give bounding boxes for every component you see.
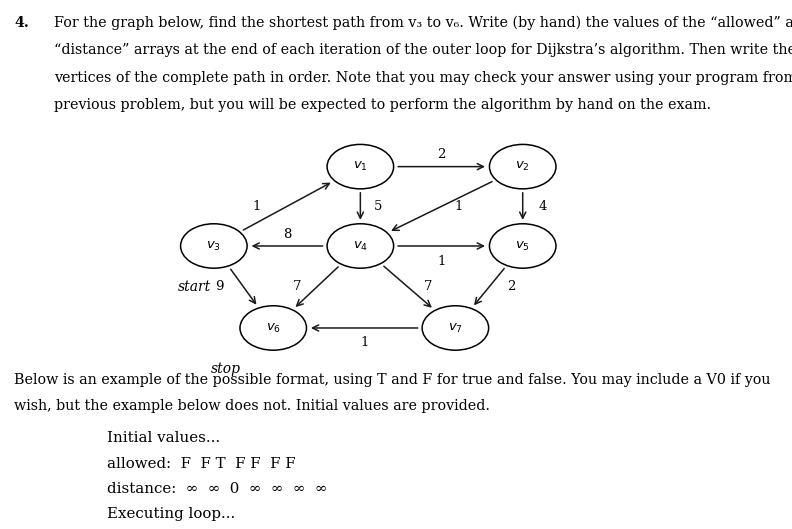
- Text: 1: 1: [253, 200, 261, 213]
- Text: stop: stop: [211, 362, 241, 376]
- Circle shape: [489, 224, 556, 268]
- Text: 8: 8: [283, 228, 291, 241]
- Text: $v_{6}$: $v_{6}$: [265, 322, 281, 334]
- Text: 2: 2: [437, 149, 446, 161]
- Text: distance:  ∞  ∞  0  ∞  ∞  ∞  ∞: distance: ∞ ∞ 0 ∞ ∞ ∞ ∞: [107, 482, 327, 496]
- Text: 9: 9: [215, 280, 224, 294]
- Text: 1: 1: [360, 336, 368, 349]
- Text: $v_{7}$: $v_{7}$: [448, 322, 463, 334]
- Text: Initial values...: Initial values...: [107, 431, 220, 445]
- Text: start: start: [177, 280, 211, 294]
- Text: 2: 2: [507, 280, 516, 294]
- Text: $v_{4}$: $v_{4}$: [352, 240, 368, 252]
- Text: 1: 1: [437, 256, 446, 268]
- Text: 7: 7: [293, 280, 301, 294]
- Text: $v_{5}$: $v_{5}$: [516, 240, 530, 252]
- Text: 5: 5: [374, 200, 382, 213]
- Circle shape: [489, 144, 556, 189]
- Text: 1: 1: [455, 200, 463, 213]
- Text: $v_{3}$: $v_{3}$: [207, 240, 221, 252]
- Text: 4: 4: [539, 200, 546, 213]
- Circle shape: [327, 144, 394, 189]
- Text: $v_{1}$: $v_{1}$: [353, 160, 367, 173]
- Circle shape: [240, 306, 307, 350]
- Text: $v_{2}$: $v_{2}$: [516, 160, 530, 173]
- Text: “distance” arrays at the end of each iteration of the outer loop for Dijkstra’s : “distance” arrays at the end of each ite…: [54, 43, 792, 57]
- Text: vertices of the complete path in order. Note that you may check your answer usin: vertices of the complete path in order. …: [54, 71, 792, 85]
- Text: allowed:  F  F T  F F  F F: allowed: F F T F F F F: [107, 457, 295, 470]
- Text: Executing loop...: Executing loop...: [107, 507, 235, 521]
- Text: Below is an example of the possible format, using T and F for true and false. Yo: Below is an example of the possible form…: [14, 373, 771, 387]
- Text: wish, but the example below does not. Initial values are provided.: wish, but the example below does not. In…: [14, 399, 490, 413]
- Text: For the graph below, find the shortest path from v₃ to v₆. Write (by hand) the v: For the graph below, find the shortest p…: [54, 16, 792, 30]
- Text: previous problem, but you will be expected to perform the algorithm by hand on t: previous problem, but you will be expect…: [54, 98, 711, 112]
- Circle shape: [181, 224, 247, 268]
- Circle shape: [422, 306, 489, 350]
- Circle shape: [327, 224, 394, 268]
- Text: 7: 7: [424, 280, 432, 294]
- Text: 4.: 4.: [14, 16, 29, 30]
